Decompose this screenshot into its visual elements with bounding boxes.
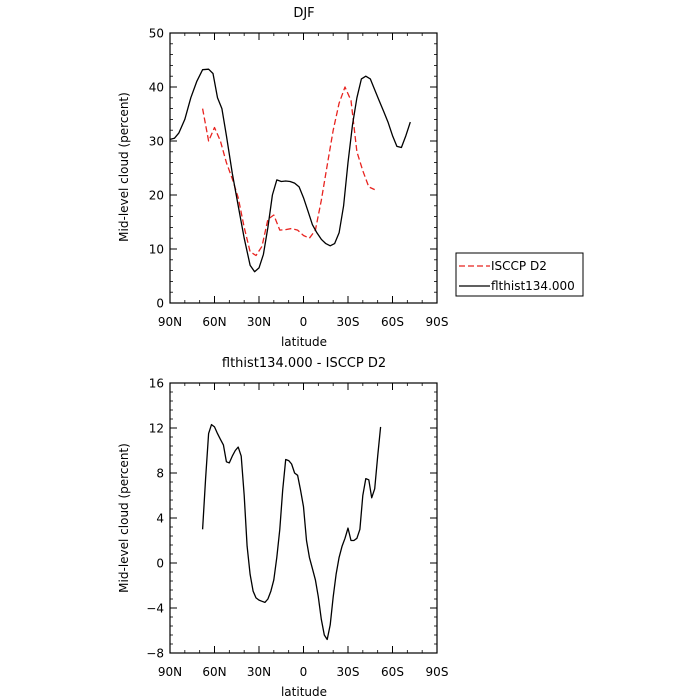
top-series-line-1 bbox=[169, 68, 411, 273]
top-y-tick-label: 10 bbox=[149, 243, 164, 257]
bottom-x-tick-label: 30N bbox=[247, 665, 271, 679]
top-y-tick-label: 20 bbox=[149, 189, 164, 203]
top-x-tick-label: 0 bbox=[300, 315, 308, 329]
bottom-y-tick-label: 12 bbox=[149, 422, 164, 436]
bottom-y-tick-label: 4 bbox=[156, 512, 164, 526]
bottom-y-tick-label: 8 bbox=[156, 467, 164, 481]
top-x-tick-label: 60N bbox=[202, 315, 226, 329]
bottom-plot-area bbox=[169, 382, 438, 654]
top-x-tick-label: 90S bbox=[426, 315, 449, 329]
top-x-tick-label: 30S bbox=[337, 315, 360, 329]
bottom-panel: flthist134.000 - ISCCP D2 −8 −4 0 4 8 12 16 90… bbox=[117, 356, 448, 699]
bottom-x-tick-label: 60N bbox=[202, 665, 226, 679]
bottom-x-tick-label: 90N bbox=[158, 665, 182, 679]
top-x-axis: 90N 60N 30N 0 30S 60S 90S bbox=[158, 33, 449, 329]
top-y-tick-label: 50 bbox=[149, 27, 164, 41]
bottom-y-axis: −8 −4 0 4 8 12 16 bbox=[146, 377, 437, 661]
bottom-y-axis-label: Mid-level cloud (percent) bbox=[117, 443, 131, 593]
top-y-axis: 0 10 20 30 40 50 bbox=[149, 27, 437, 311]
top-y-tick-label: 40 bbox=[149, 81, 164, 95]
bottom-x-tick-label: 0 bbox=[300, 665, 308, 679]
legend: ISCCP D2 flthist134.000 bbox=[455, 252, 584, 297]
bottom-x-tick-label: 60S bbox=[381, 665, 404, 679]
legend-label-isccp: ISCCP D2 bbox=[491, 259, 547, 273]
top-x-tick-label: 60S bbox=[381, 315, 404, 329]
top-x-axis-label: latitude bbox=[281, 335, 327, 349]
bottom-series-group bbox=[201, 423, 382, 641]
bottom-y-tick-label: −4 bbox=[146, 602, 164, 616]
top-series-line-0 bbox=[201, 86, 375, 257]
bottom-x-tick-label: 30S bbox=[337, 665, 360, 679]
top-x-tick-label: 90N bbox=[158, 315, 182, 329]
bottom-x-axis: 90N 60N 30N 0 30S 60S 90S bbox=[158, 383, 449, 679]
legend-box bbox=[455, 252, 584, 297]
top-x-tick-label: 30N bbox=[247, 315, 271, 329]
top-y-axis-label: Mid-level cloud (percent) bbox=[117, 92, 131, 242]
top-plot-area bbox=[169, 32, 438, 304]
top-series-group bbox=[169, 68, 411, 273]
bottom-y-tick-label: −8 bbox=[146, 647, 164, 661]
legend-label-flthist: flthist134.000 bbox=[491, 279, 575, 293]
top-chart-title: DJF bbox=[293, 6, 314, 21]
bottom-x-axis-label: latitude bbox=[281, 685, 327, 699]
bottom-y-tick-label: 0 bbox=[156, 557, 164, 571]
top-y-tick-label: 30 bbox=[149, 135, 164, 149]
top-plot-frame bbox=[169, 32, 438, 304]
bottom-chart-title: flthist134.000 - ISCCP D2 bbox=[222, 356, 386, 371]
top-panel: DJF 0 10 20 30 40 50 90N 60N 30N 0 30S 60S 90S lati… bbox=[117, 6, 584, 349]
bottom-series-line-0 bbox=[201, 423, 382, 641]
top-y-tick-label: 0 bbox=[156, 297, 164, 311]
bottom-x-tick-label: 90S bbox=[426, 665, 449, 679]
bottom-y-tick-label: 16 bbox=[149, 377, 164, 391]
bottom-plot-frame bbox=[169, 382, 438, 654]
